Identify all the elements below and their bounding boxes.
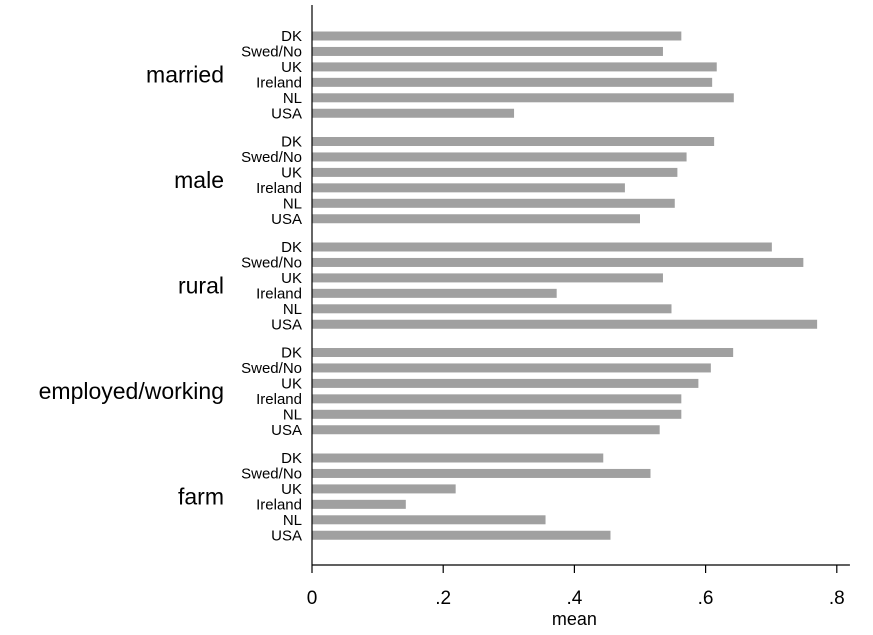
category-label: USA: [271, 527, 302, 544]
bar-farm-Swed-No: [312, 468, 651, 478]
bar-male-USA: [312, 214, 640, 224]
bar-farm-UK: [312, 484, 456, 494]
category-label: Ireland: [256, 285, 302, 302]
category-label: Ireland: [256, 74, 302, 91]
group-label: male: [174, 167, 224, 193]
category-label: Swed/No: [241, 465, 302, 482]
category-label: USA: [271, 422, 302, 439]
group-label: employed/working: [39, 378, 224, 404]
category-label: DK: [281, 345, 302, 362]
bar-married-DK: [312, 31, 682, 41]
bar-rural-USA: [312, 319, 818, 329]
x-tick-label: .4: [566, 588, 582, 609]
category-label: NL: [283, 195, 302, 212]
bar-rural-DK: [312, 242, 772, 252]
category-label: NL: [283, 90, 302, 107]
bar-employed-working-UK: [312, 378, 699, 388]
bar-employed-working-USA: [312, 425, 660, 435]
bar-employed-working-Ireland: [312, 394, 682, 404]
group-label: married: [146, 62, 224, 88]
bar-farm-DK: [312, 453, 604, 463]
group-label: rural: [178, 273, 224, 299]
category-label: UK: [281, 270, 302, 287]
category-label: UK: [281, 164, 302, 181]
bar-male-Swed-No: [312, 152, 687, 162]
category-label: UK: [281, 375, 302, 392]
bars-layer: [312, 31, 818, 540]
x-tick-label: .6: [698, 588, 714, 609]
category-label: Swed/No: [241, 360, 302, 377]
bar-male-Ireland: [312, 183, 625, 193]
bar-farm-NL: [312, 515, 546, 525]
x-ticks-layer: 0 .2 .4 .6 .8: [307, 565, 845, 609]
bar-employed-working-DK: [312, 348, 734, 357]
category-label: Ireland: [256, 391, 302, 408]
category-label: USA: [271, 316, 302, 333]
bar-employed-working-Swed-No: [312, 363, 711, 373]
category-label: DK: [281, 134, 302, 151]
bar-male-DK: [312, 137, 715, 146]
category-label: DK: [281, 450, 302, 467]
group-label: farm: [178, 484, 224, 510]
category-label: NL: [283, 406, 302, 423]
category-label: USA: [271, 211, 302, 228]
bar-rural-UK: [312, 273, 663, 283]
x-tick-label: .8: [829, 588, 845, 609]
bar-married-Swed-No: [312, 46, 663, 56]
bar-rural-NL: [312, 304, 672, 314]
bar-rural-Ireland: [312, 288, 557, 298]
category-label: UK: [281, 481, 302, 498]
x-tick-label: 0: [307, 588, 318, 609]
bar-employed-working-NL: [312, 409, 682, 419]
category-labels-layer: DKSwed/NoUKIrelandNLUSAmarriedDKSwed/NoU…: [39, 28, 302, 544]
category-label: Swed/No: [241, 254, 302, 271]
bar-male-NL: [312, 198, 675, 208]
x-tick-label: .2: [435, 588, 451, 609]
bar-married-UK: [312, 62, 717, 72]
bar-married-USA: [312, 108, 515, 118]
bar-male-UK: [312, 167, 678, 177]
category-label: Ireland: [256, 180, 302, 197]
category-label: Ireland: [256, 496, 302, 513]
category-label: Swed/No: [241, 43, 302, 60]
category-label: USA: [271, 105, 302, 122]
category-label: DK: [281, 28, 302, 45]
bar-farm-Ireland: [312, 499, 406, 509]
category-label: Swed/No: [241, 149, 302, 166]
category-label: UK: [281, 59, 302, 76]
bar-married-NL: [312, 93, 734, 103]
x-axis-title: mean: [552, 609, 597, 629]
bar-married-Ireland: [312, 77, 713, 87]
category-label: NL: [283, 301, 302, 318]
category-label: DK: [281, 239, 302, 256]
category-label: NL: [283, 512, 302, 529]
bar-farm-USA: [312, 530, 611, 540]
bar-rural-Swed-No: [312, 257, 804, 267]
